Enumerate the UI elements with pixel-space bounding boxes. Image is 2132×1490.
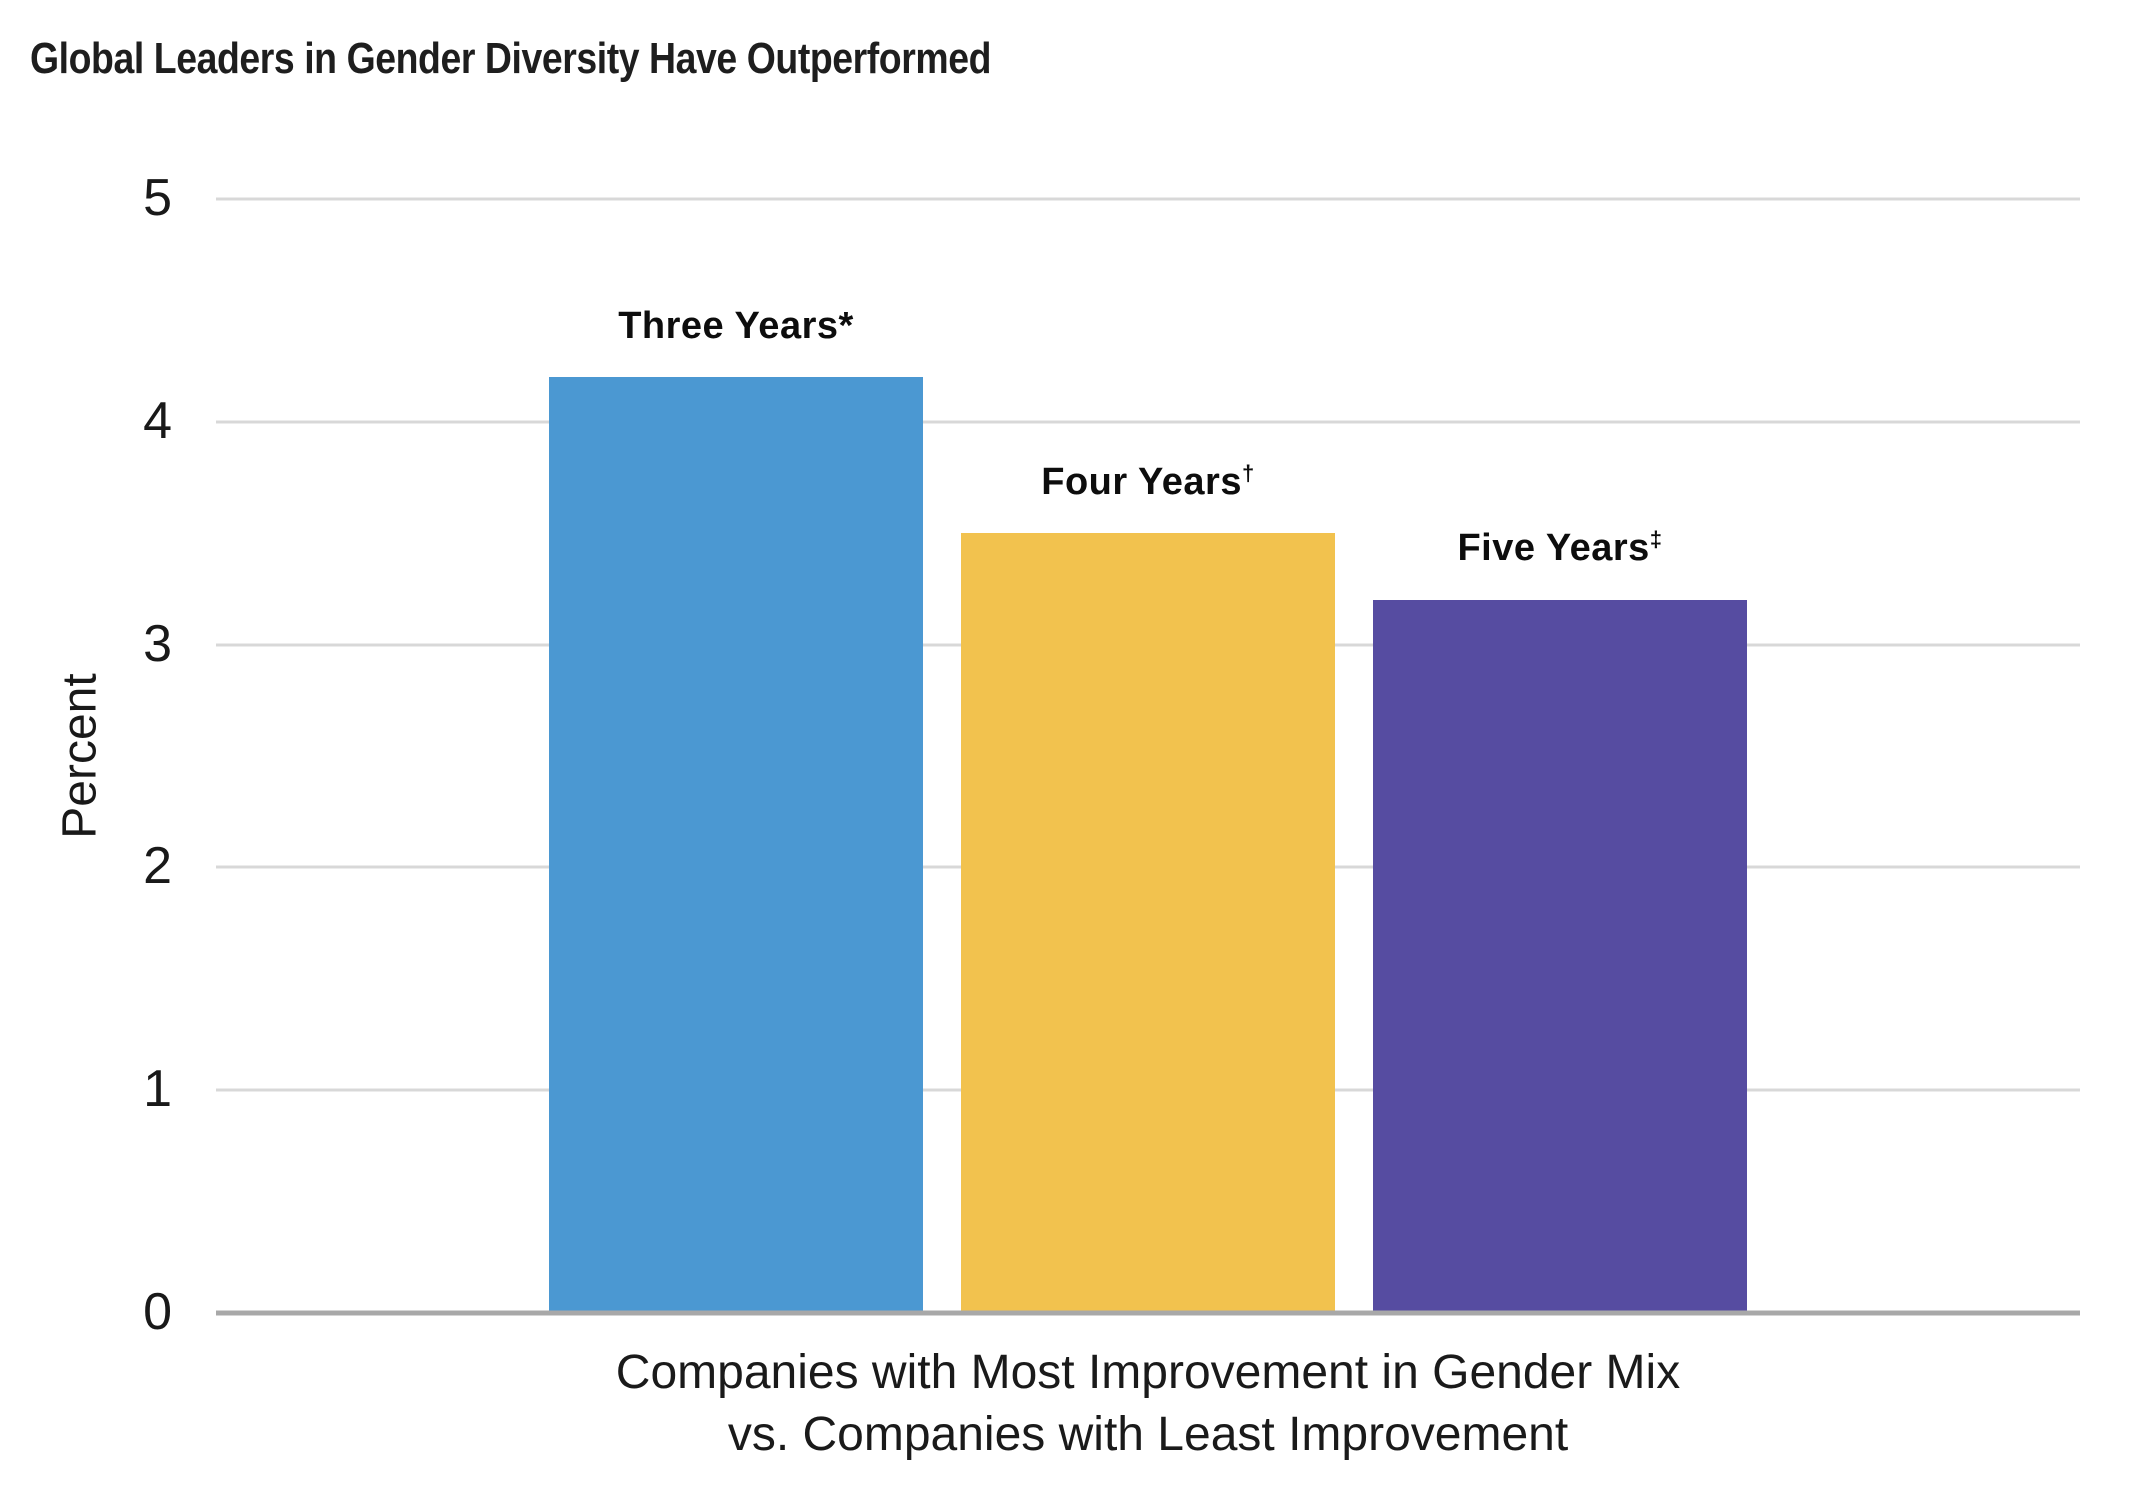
bar-label-text: Five Years [1457,527,1650,570]
x-axis-caption: Companies with Most Improvement in Gende… [216,1342,2080,1466]
bar-label-3: Five Years‡ [1457,526,1662,572]
bar-three-years [549,377,923,1313]
bar-label-2: Four Years† [1041,460,1255,506]
bar-four-years [961,533,1335,1313]
gridline-4 [216,420,2080,424]
x-axis-caption-line-2: vs. Companies with Least Improvement [727,1408,1569,1461]
y-tick-label-5: 5 [143,168,172,227]
bar-label-text: Three Years* [618,304,854,347]
bar-label-text: Four Years [1041,460,1242,503]
bar-label-1: Three Years* [618,304,854,350]
gridline-5 [216,197,2080,201]
y-tick-label-4: 4 [143,391,172,450]
chart-title: Global Leaders in Gender Diversity Have … [30,34,991,83]
plot-area: Three Years* Four Years† Five Years‡ [216,197,2080,1316]
bar-label-footnote-mark: † [1241,459,1255,485]
bar-five-years [1373,600,1747,1313]
x-axis-baseline [216,1310,2080,1316]
y-tick-label-1: 1 [143,1060,172,1119]
y-tick-label-2: 2 [143,837,172,896]
y-tick-label-0: 0 [143,1282,172,1341]
x-axis-caption-line-1: Companies with Most Improvement in Gende… [615,1346,1681,1399]
y-tick-label-3: 3 [143,614,172,673]
bar-label-footnote-mark: ‡ [1649,526,1663,552]
